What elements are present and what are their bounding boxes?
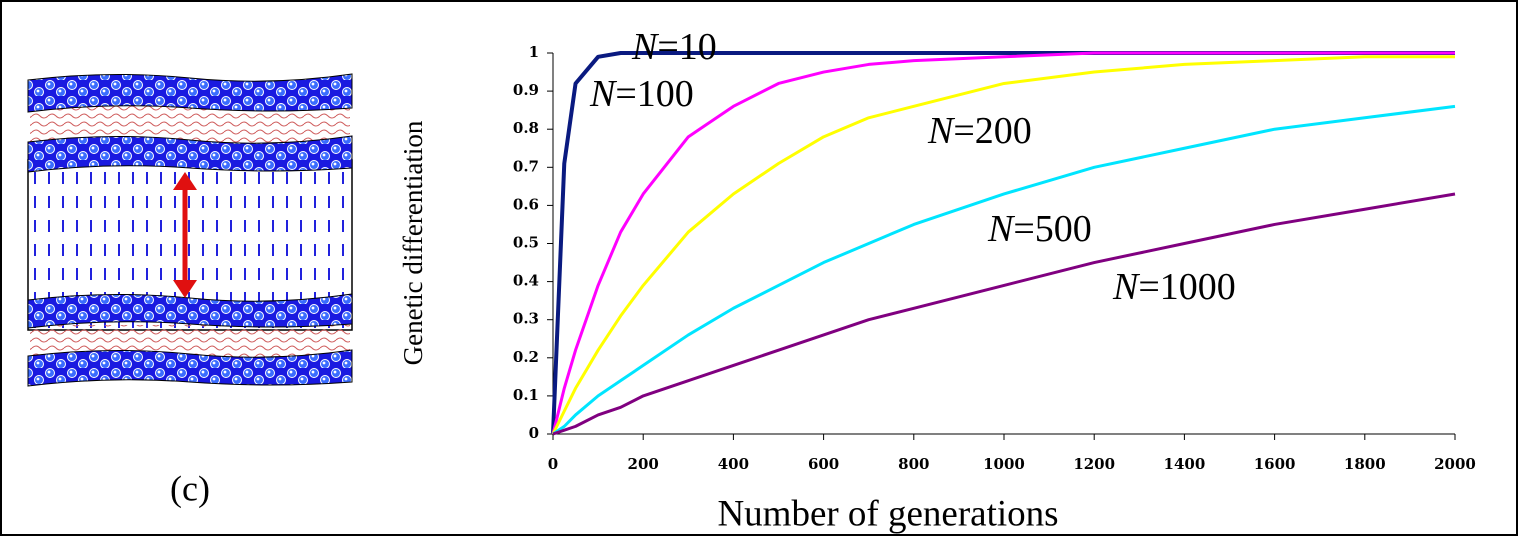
panel-label: (c) [170,468,210,508]
x-tick-label: 1800 [1344,455,1386,473]
x-tick-label: 600 [808,455,839,473]
y-axis-title: Genetic differentiation [398,120,428,365]
x-tick-label: 2000 [1434,455,1476,473]
y-tick-label: 1 [529,43,539,61]
x-tick-label: 0 [548,455,558,473]
x-tick-label: 1000 [983,455,1025,473]
x-tick-label: 200 [628,455,659,473]
series-label: N=200 [928,110,1032,152]
y-tick-label: 0.3 [513,310,539,328]
y-tick-label: 0 [529,424,539,442]
y-tick-label: 0.1 [513,386,539,404]
series-label: N=100 [590,73,694,115]
y-tick-label: 0.6 [513,195,539,213]
series-line [551,51,1455,435]
y-tick-label: 0.5 [513,234,539,252]
series-line [551,55,1455,435]
series-line [552,192,1456,436]
series-label: N=500 [988,208,1092,250]
y-tick-label: 0.7 [513,157,539,175]
series-label: N=1000 [1113,266,1236,308]
x-axis-title: Number of generations [717,493,1058,534]
y-tick-label: 0.2 [513,348,539,366]
x-tick-label: 1200 [1073,455,1115,473]
x-tick-label: 800 [898,455,929,473]
y-tick-label: 0.9 [513,81,539,99]
y-tick-label: 0.8 [513,119,539,137]
y-tick-label: 0.4 [513,272,539,290]
membrane-diagram [27,73,353,387]
series-line [552,104,1456,436]
x-tick-label: 1400 [1164,455,1206,473]
x-tick-label: 1600 [1254,455,1296,473]
x-tick-label: 400 [718,455,749,473]
series-label: N=10 [632,26,717,68]
